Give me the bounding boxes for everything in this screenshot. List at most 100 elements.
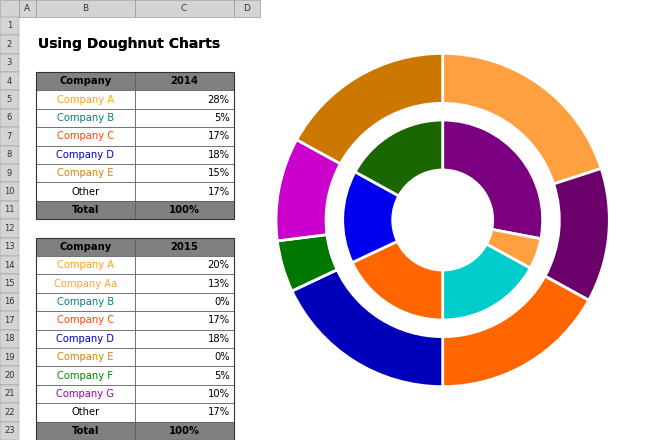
- Text: 2: 2: [7, 40, 12, 49]
- Bar: [135, 422, 234, 440]
- Text: 14: 14: [4, 260, 14, 270]
- Bar: [0, 0, 19, 17]
- Bar: [36, 146, 135, 164]
- Text: 18%: 18%: [208, 334, 230, 344]
- Text: 12: 12: [4, 224, 14, 233]
- Text: Company F: Company F: [57, 370, 113, 381]
- Text: Company B: Company B: [57, 297, 114, 307]
- Bar: [36, 367, 135, 385]
- Text: Company G: Company G: [56, 389, 114, 399]
- Text: 10%: 10%: [208, 389, 230, 399]
- Text: 28%: 28%: [208, 95, 230, 105]
- Bar: [234, 0, 260, 17]
- Bar: [0, 109, 19, 127]
- Bar: [0, 72, 19, 90]
- Bar: [135, 330, 234, 348]
- Text: 0%: 0%: [214, 297, 230, 307]
- Wedge shape: [297, 53, 443, 164]
- Text: Company: Company: [59, 76, 111, 86]
- Text: Company E: Company E: [57, 168, 113, 178]
- Text: Other: Other: [71, 407, 99, 418]
- Text: Company C: Company C: [57, 315, 114, 325]
- Text: Company C: Company C: [57, 132, 114, 141]
- Wedge shape: [545, 276, 589, 300]
- Bar: [0, 385, 19, 403]
- Bar: [36, 330, 135, 348]
- Text: Other: Other: [71, 187, 99, 197]
- Text: 20: 20: [4, 371, 14, 380]
- Text: Company E: Company E: [57, 352, 113, 362]
- Text: 5: 5: [7, 95, 12, 104]
- Text: Company D: Company D: [56, 150, 114, 160]
- Text: B: B: [82, 4, 89, 13]
- Bar: [36, 348, 135, 367]
- Text: 18%: 18%: [208, 150, 230, 160]
- Text: 2015: 2015: [170, 242, 198, 252]
- Bar: [36, 311, 135, 330]
- Text: 16: 16: [4, 297, 15, 307]
- Bar: [135, 238, 234, 256]
- Text: 11: 11: [4, 205, 14, 214]
- Bar: [135, 0, 234, 17]
- Text: Company D: Company D: [56, 334, 114, 344]
- Bar: [0, 238, 19, 256]
- Wedge shape: [443, 120, 543, 239]
- Bar: [135, 275, 234, 293]
- Text: 0%: 0%: [214, 352, 230, 362]
- Bar: [0, 17, 19, 35]
- Bar: [135, 385, 234, 403]
- Bar: [0, 330, 19, 348]
- Wedge shape: [443, 53, 601, 184]
- Text: 100%: 100%: [169, 426, 200, 436]
- Text: A: A: [24, 4, 31, 13]
- Text: 100%: 100%: [169, 205, 200, 215]
- Bar: [135, 90, 234, 109]
- Bar: [36, 72, 234, 219]
- Bar: [36, 422, 135, 440]
- Text: 22: 22: [4, 408, 14, 417]
- Bar: [36, 127, 135, 146]
- Text: 17%: 17%: [208, 132, 230, 141]
- Text: Company B: Company B: [57, 113, 114, 123]
- Bar: [36, 90, 135, 109]
- Bar: [135, 367, 234, 385]
- Bar: [0, 146, 19, 164]
- Bar: [36, 182, 135, 201]
- Bar: [36, 275, 135, 293]
- Bar: [0, 219, 19, 238]
- Text: 3: 3: [7, 58, 12, 67]
- Bar: [0, 275, 19, 293]
- Bar: [0, 348, 19, 367]
- Bar: [36, 385, 135, 403]
- Bar: [0, 182, 19, 201]
- Bar: [135, 201, 234, 219]
- Text: 17%: 17%: [208, 407, 230, 418]
- Bar: [0, 35, 19, 54]
- Wedge shape: [352, 241, 443, 320]
- Bar: [0, 422, 19, 440]
- Bar: [36, 72, 135, 90]
- Bar: [135, 127, 234, 146]
- Text: 10: 10: [4, 187, 14, 196]
- Text: 17%: 17%: [208, 315, 230, 325]
- Text: Company Aa: Company Aa: [53, 279, 117, 289]
- Bar: [0, 54, 19, 72]
- Bar: [36, 109, 135, 127]
- Text: 1: 1: [7, 22, 12, 30]
- Text: Using Doughnut Charts: Using Doughnut Charts: [38, 37, 221, 51]
- Bar: [36, 256, 135, 275]
- Wedge shape: [276, 140, 340, 241]
- Bar: [0, 164, 19, 182]
- Text: 23: 23: [4, 426, 15, 435]
- Bar: [135, 403, 234, 422]
- Bar: [135, 164, 234, 182]
- Wedge shape: [355, 120, 443, 196]
- Text: 7: 7: [7, 132, 12, 141]
- Bar: [0, 367, 19, 385]
- Text: 18: 18: [4, 334, 15, 343]
- Wedge shape: [292, 270, 443, 387]
- Wedge shape: [486, 229, 541, 268]
- Bar: [36, 403, 135, 422]
- Text: 17%: 17%: [208, 187, 230, 197]
- Text: D: D: [243, 4, 250, 13]
